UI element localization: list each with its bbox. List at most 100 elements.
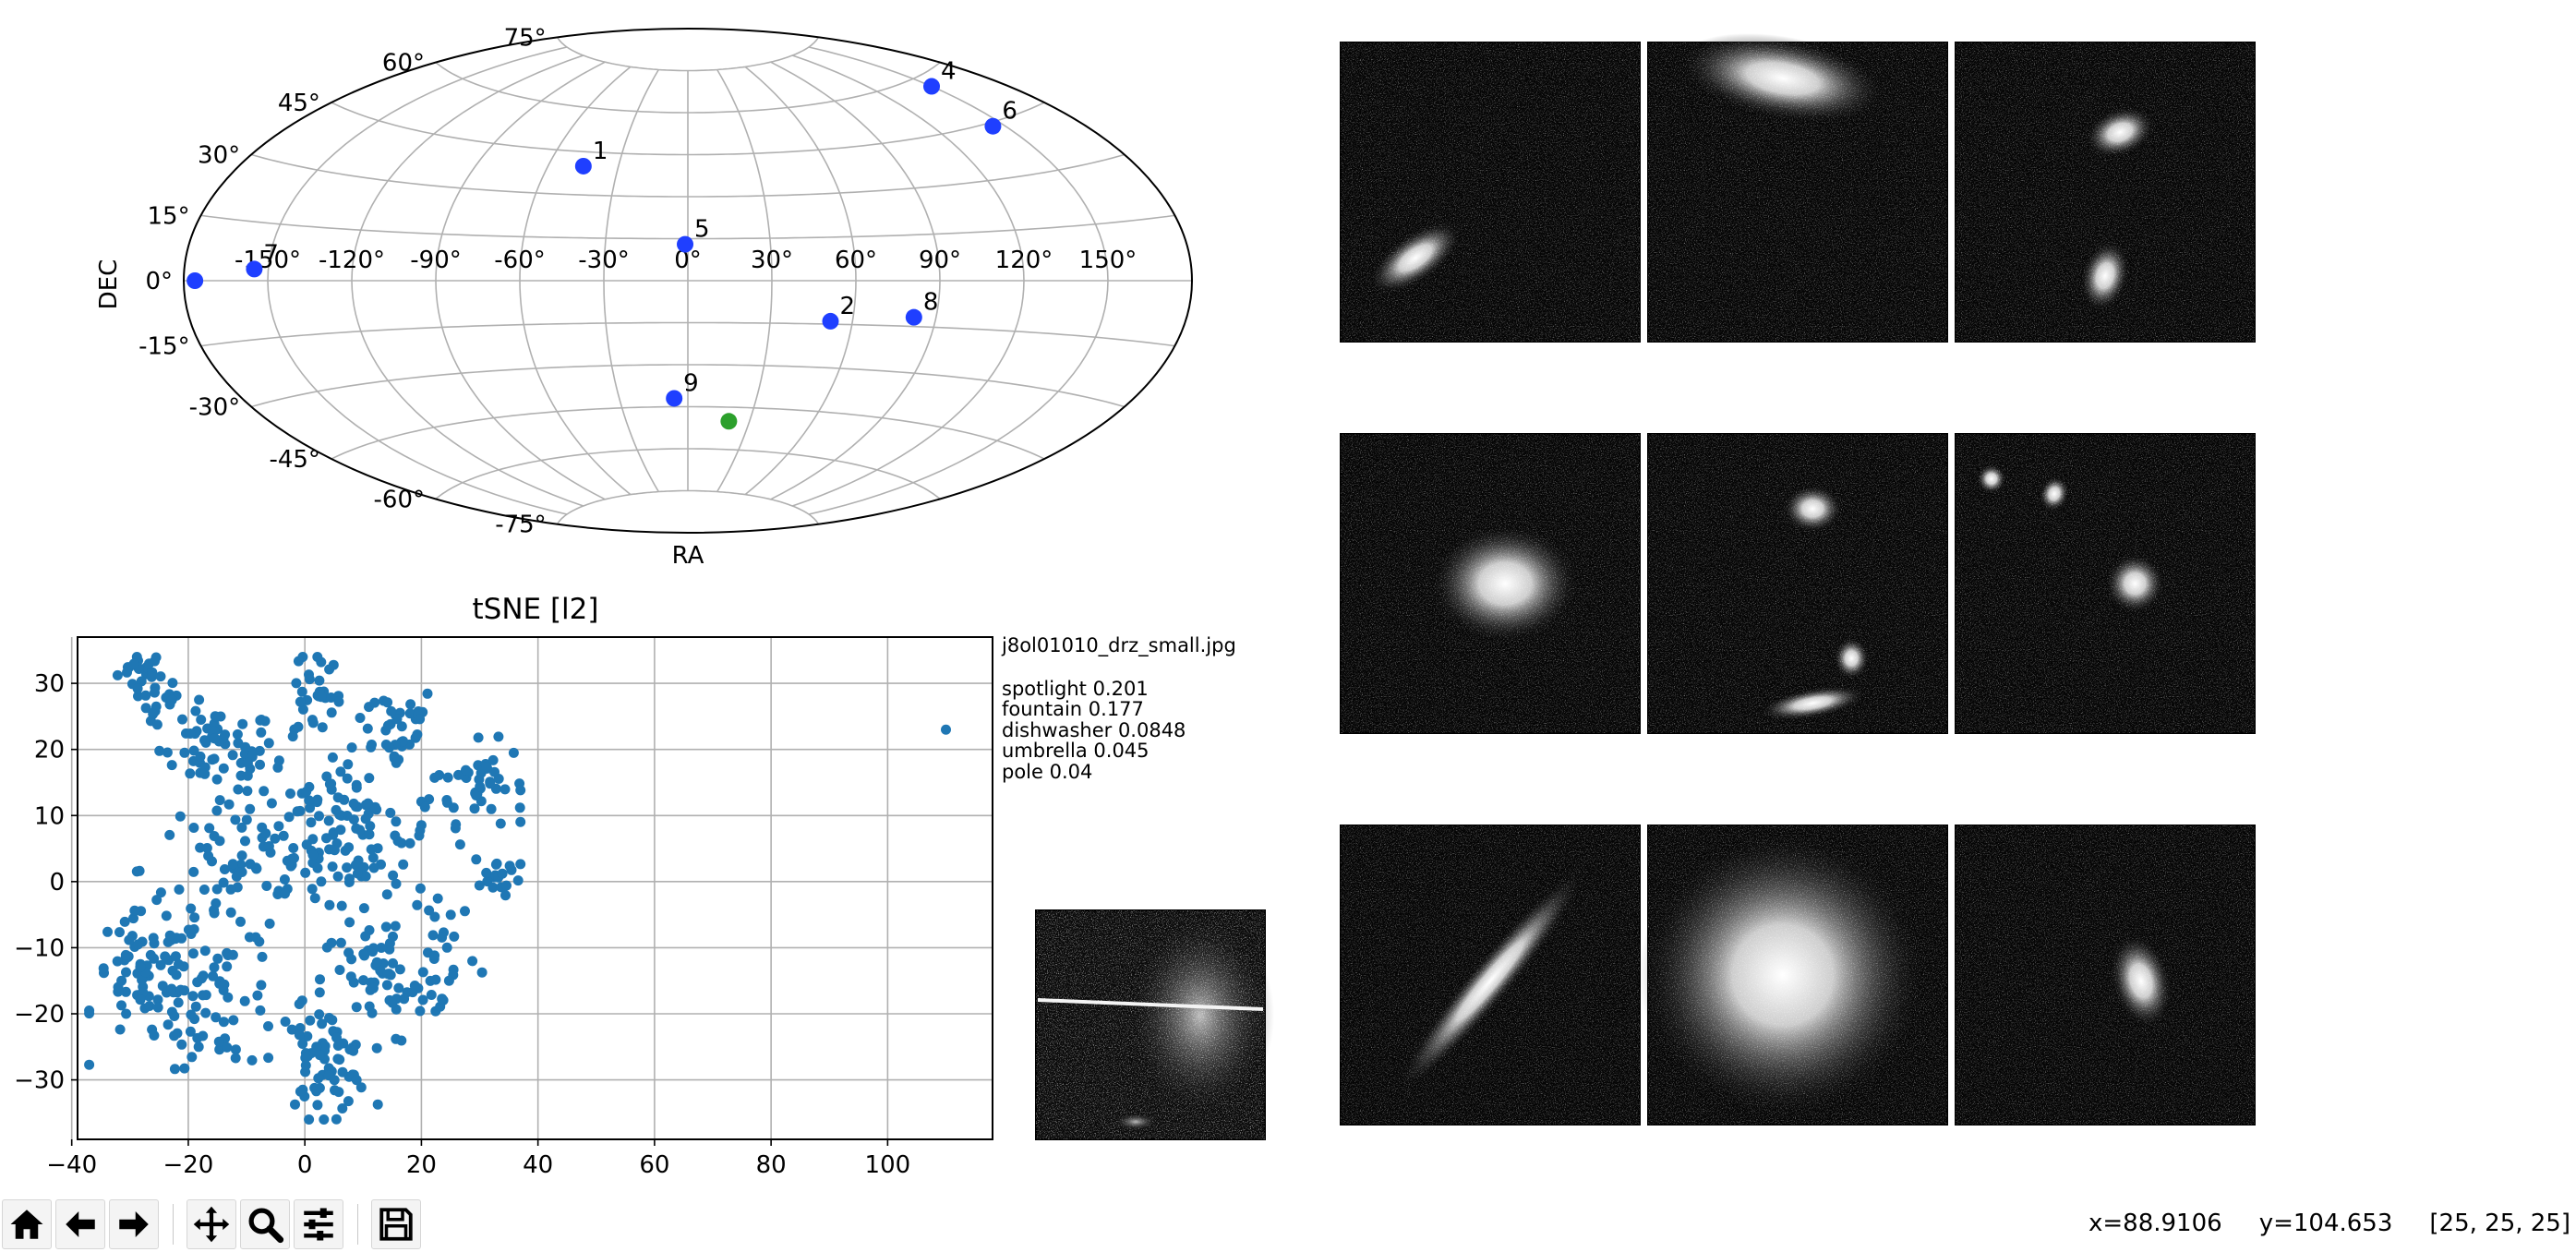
tsne-point[interactable] [366, 741, 377, 752]
tsne-point[interactable] [388, 931, 398, 942]
tsne-point[interactable] [412, 729, 423, 740]
tsne-point[interactable] [137, 974, 148, 985]
tsne-point[interactable] [473, 732, 484, 743]
tsne-point[interactable] [102, 926, 113, 937]
tsne-point[interactable] [98, 963, 109, 974]
tsne-point[interactable] [190, 1001, 201, 1012]
tsne-point[interactable] [316, 692, 327, 703]
tsne-point[interactable] [382, 969, 393, 980]
tsne-point[interactable] [415, 883, 426, 894]
tsne-point[interactable] [337, 1066, 348, 1077]
tsne-point[interactable] [481, 867, 492, 878]
tsne-point[interactable] [346, 954, 357, 965]
tsne-point[interactable] [300, 1053, 311, 1064]
tsne-point[interactable] [317, 722, 328, 733]
pan-button[interactable] [187, 1199, 236, 1249]
sky-point[interactable] [720, 413, 738, 430]
tsne-point[interactable] [211, 884, 223, 895]
tsne-point[interactable] [195, 751, 206, 762]
tsne-point[interactable] [162, 747, 173, 758]
tsne-point[interactable] [512, 875, 524, 886]
tsne-point[interactable] [364, 773, 375, 784]
tsne-point[interactable] [204, 823, 215, 834]
tsne-point[interactable] [382, 720, 393, 731]
tsne-point[interactable] [329, 845, 340, 856]
tsne-point[interactable] [391, 878, 402, 889]
tsne-point[interactable] [419, 801, 430, 813]
tsne-point[interactable] [263, 1021, 273, 1031]
tsne-point[interactable] [394, 964, 405, 975]
tsne-point[interactable] [355, 825, 366, 836]
tsne-point[interactable] [227, 750, 238, 761]
tsne-point[interactable] [114, 927, 125, 938]
tsne-point[interactable] [154, 745, 165, 756]
tsne-point[interactable] [155, 959, 166, 970]
tsne-point[interactable] [493, 731, 504, 742]
tsne-point[interactable] [124, 934, 135, 945]
tsne-point[interactable] [355, 713, 366, 723]
tsne-point[interactable] [396, 721, 407, 732]
tsne-point[interactable] [364, 829, 375, 840]
tsne-point[interactable] [209, 718, 220, 729]
back-button[interactable] [55, 1199, 105, 1249]
tsne-point[interactable] [475, 781, 486, 792]
tsne-point[interactable] [112, 669, 123, 680]
tsne-point[interactable] [114, 1024, 126, 1035]
tsne-point[interactable] [155, 671, 166, 682]
tsne-point[interactable] [160, 951, 171, 962]
tsne-point[interactable] [376, 943, 387, 953]
tsne-point[interactable] [391, 757, 402, 768]
tsne-point[interactable] [386, 705, 397, 716]
tsne-point[interactable] [245, 803, 256, 814]
tsne-point[interactable] [371, 957, 382, 968]
tsne-point[interactable] [312, 1100, 323, 1111]
tsne-point[interactable] [211, 805, 223, 816]
sky-point[interactable] [187, 272, 204, 289]
tsne-point[interactable] [335, 937, 346, 948]
tsne-point[interactable] [360, 813, 371, 825]
tsne-point[interactable] [515, 859, 526, 870]
tsne-point[interactable] [149, 953, 160, 964]
tsne-point[interactable] [250, 932, 261, 943]
tsne-point[interactable] [316, 876, 327, 887]
galaxy-thumbnail[interactable] [1647, 19, 1948, 343]
tsne-point[interactable] [261, 881, 272, 891]
tsne-point[interactable] [209, 753, 220, 764]
tsne-point[interactable] [313, 1073, 324, 1084]
tsne-point[interactable] [164, 829, 175, 840]
tsne-point[interactable] [350, 860, 361, 871]
galaxy-thumbnail[interactable] [1647, 433, 1948, 734]
tsne-point[interactable] [171, 969, 182, 981]
tsne-point[interactable] [426, 990, 437, 1000]
tsne-point[interactable] [384, 742, 395, 753]
tsne-point[interactable] [294, 1029, 305, 1041]
tsne-point[interactable] [415, 825, 426, 836]
tsne-point[interactable] [199, 945, 211, 957]
tsne-point[interactable] [305, 802, 316, 813]
tsne-point[interactable] [222, 961, 233, 972]
tsne-point[interactable] [362, 723, 373, 734]
tsne-point[interactable] [307, 849, 319, 861]
tsne-point[interactable] [185, 1026, 196, 1037]
tsne-point[interactable] [460, 906, 470, 917]
tsne-point[interactable] [223, 799, 235, 810]
tsne-point[interactable] [211, 1012, 222, 1023]
tsne-point[interactable] [245, 859, 256, 870]
tsne-point[interactable] [351, 782, 362, 793]
tsne-point[interactable] [286, 1024, 297, 1035]
tsne-point[interactable] [169, 1011, 180, 1021]
galaxy-thumbnail[interactable] [1340, 42, 1641, 343]
tsne-point[interactable] [388, 957, 398, 969]
tsne-point[interactable] [314, 811, 324, 822]
tsne-point[interactable] [173, 997, 184, 1008]
tsne-point[interactable] [941, 724, 952, 735]
tsne-point[interactable] [259, 786, 270, 797]
zoom-button[interactable] [240, 1199, 290, 1249]
tsne-point[interactable] [209, 831, 220, 841]
tsne-point[interactable] [166, 760, 177, 771]
tsne-point[interactable] [179, 985, 190, 996]
tsne-point[interactable] [358, 861, 369, 873]
tsne-point[interactable] [301, 839, 312, 850]
tsne-point[interactable] [348, 798, 359, 809]
tsne-point[interactable] [247, 1054, 258, 1065]
